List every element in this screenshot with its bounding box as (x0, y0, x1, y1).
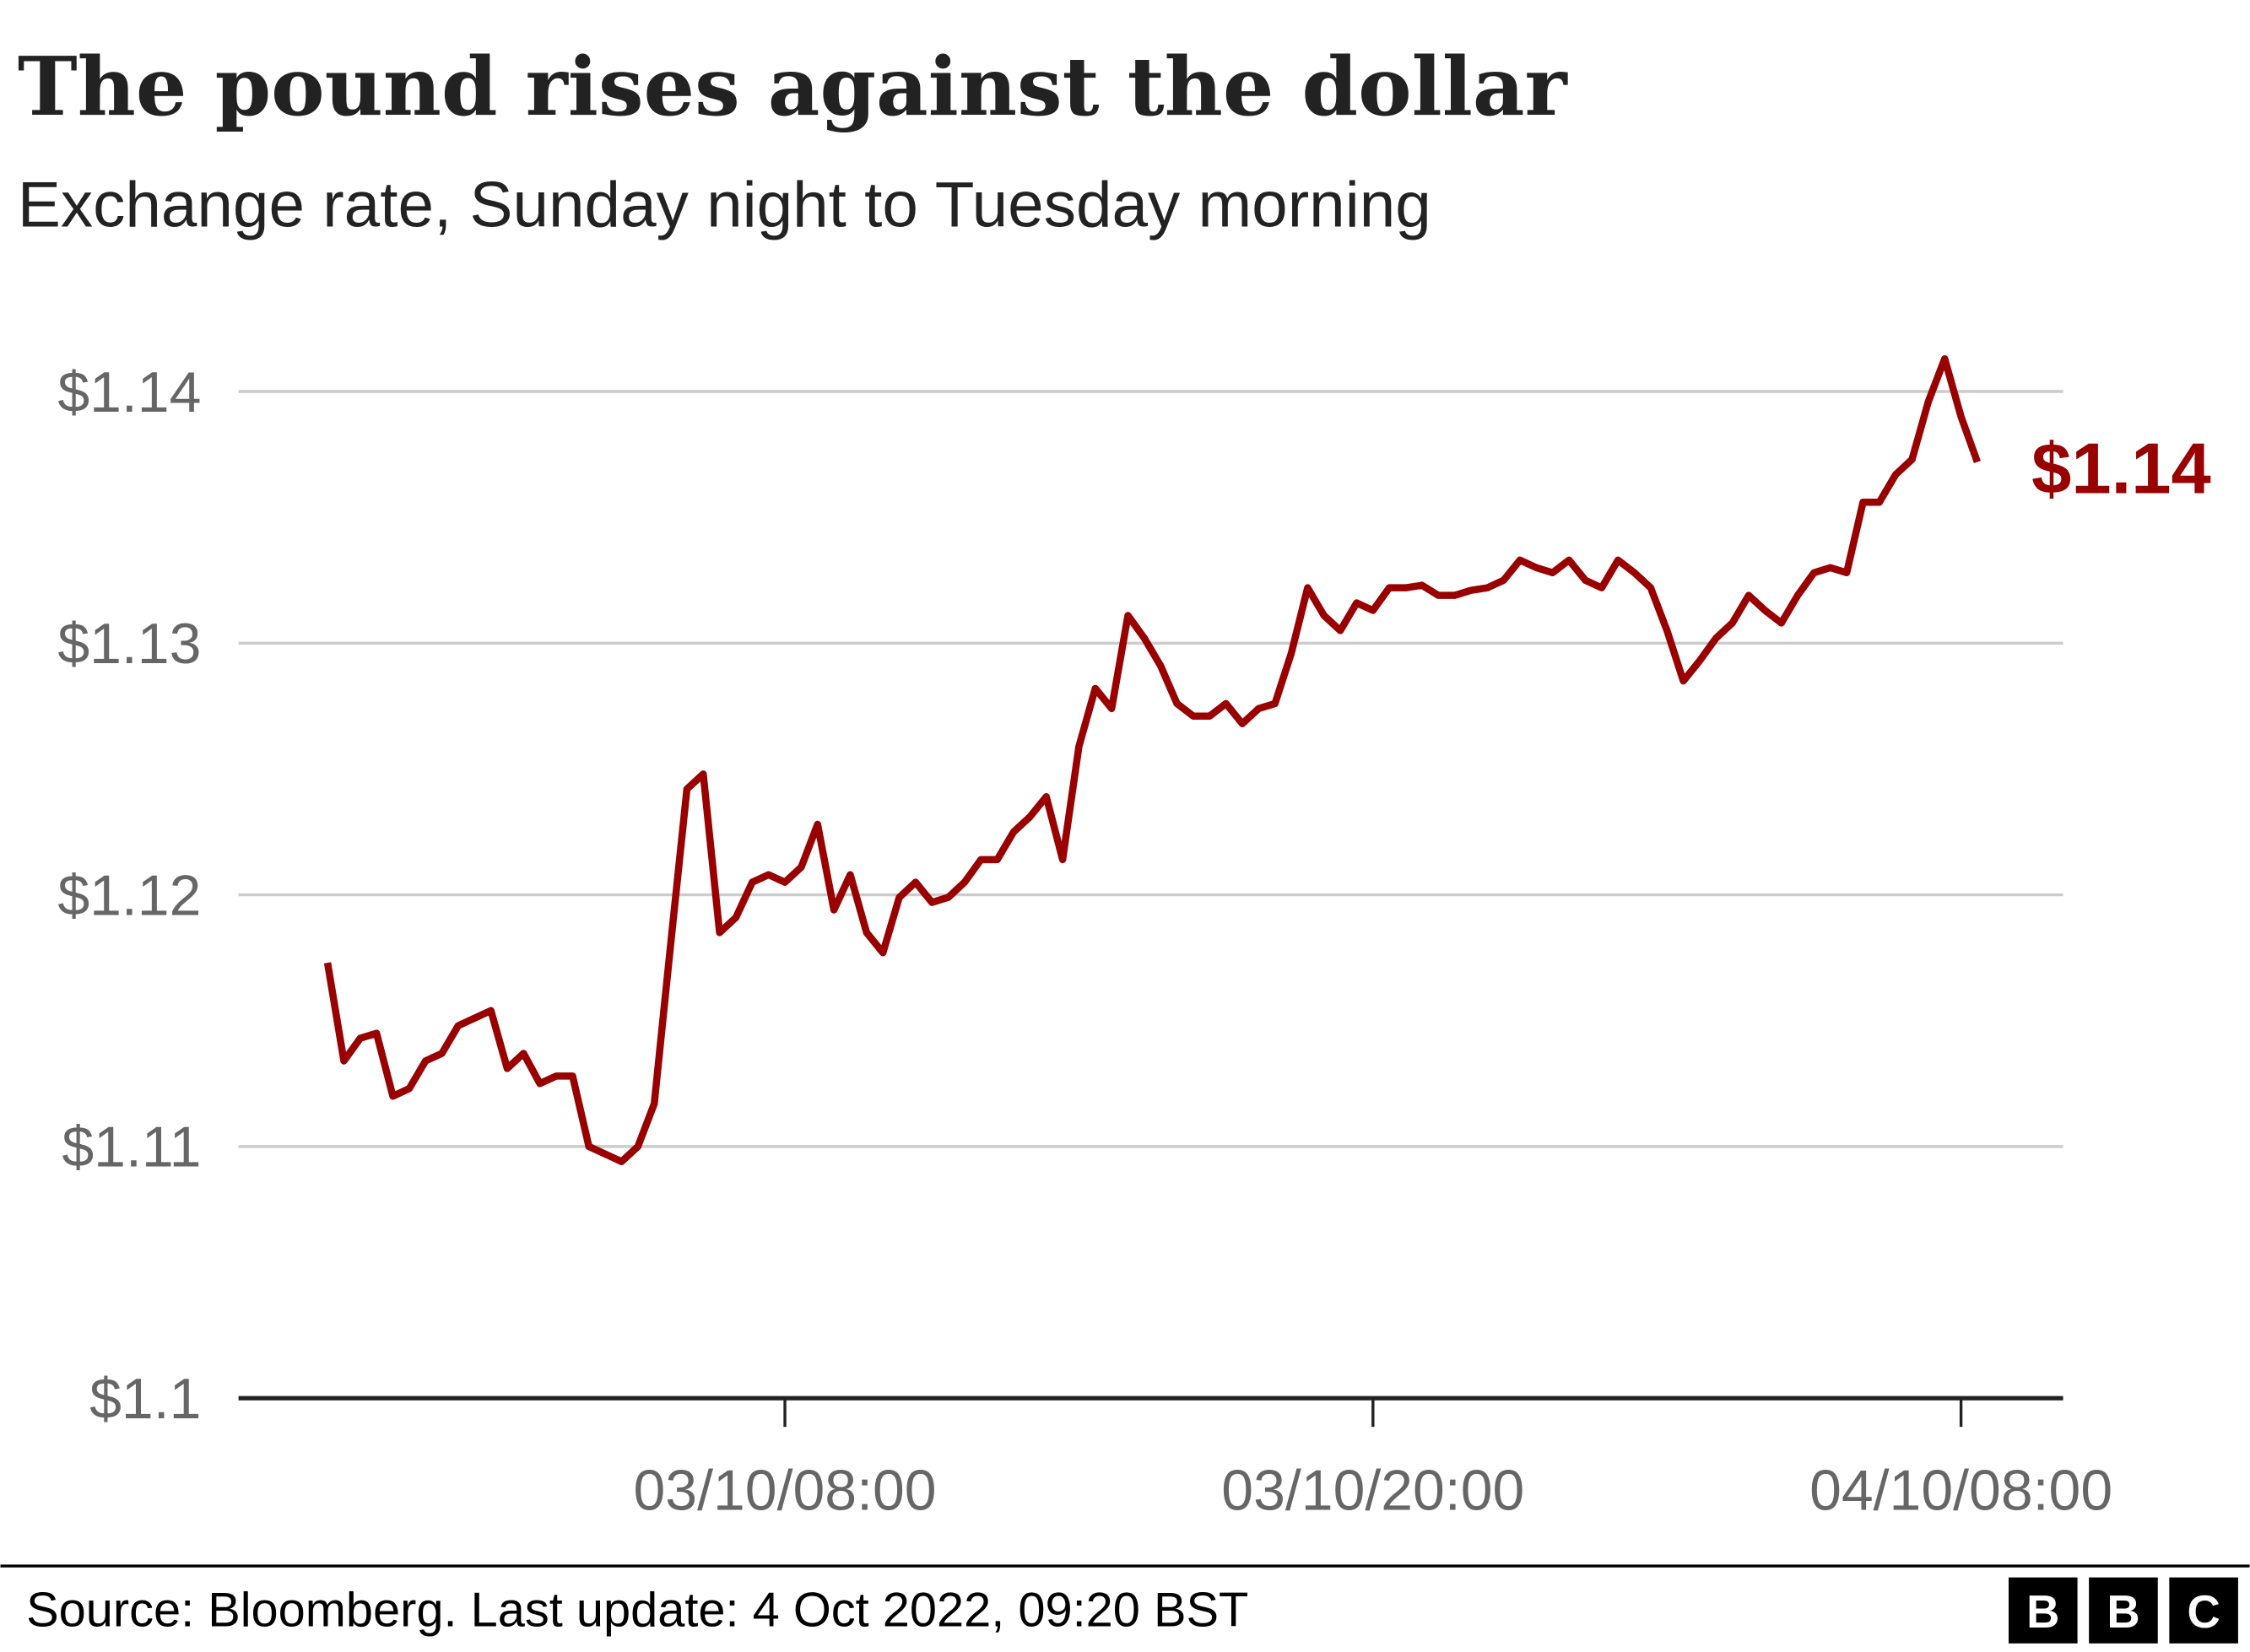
y-tick-label: $1.13 (57, 612, 201, 676)
logo-box (2169, 1577, 2238, 1644)
logo-letter: B (2026, 1586, 2059, 1638)
x-tick-label: 03/10/08:00 (634, 1459, 937, 1523)
chart-subtitle: Exchange rate, Sunday night to Tuesday m… (18, 170, 1431, 241)
y-tick-label: $1.1 (89, 1367, 201, 1431)
x-tick-label: 03/10/20:00 (1221, 1459, 1524, 1523)
logo-box (2089, 1577, 2158, 1644)
chart-title: The pound rises against the dollar (18, 40, 1569, 134)
line-series (323, 354, 1981, 1166)
end-label: $1.14 (2031, 429, 2211, 510)
logo-letter: B (2107, 1586, 2139, 1638)
logo-box (2008, 1577, 2078, 1644)
y-tick-label: $1.11 (62, 1115, 201, 1180)
source: Source: Bloomberg. Last update: 4 Oct 20… (26, 1583, 1248, 1637)
y-tick-label: $1.14 (57, 360, 201, 424)
logo-letter: C (2187, 1586, 2220, 1638)
x-tick-label: 04/10/08:00 (1809, 1459, 2112, 1523)
y-tick-label: $1.12 (57, 863, 201, 927)
